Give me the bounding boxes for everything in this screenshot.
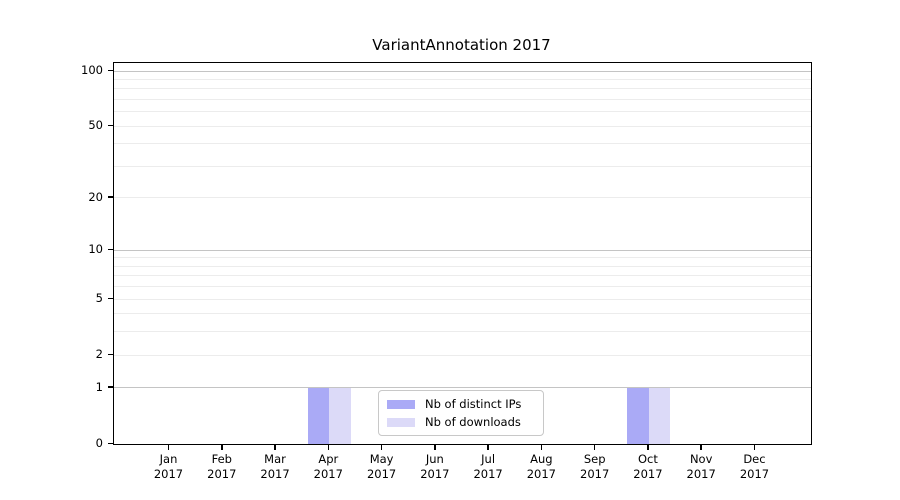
gridline-y-60 [114, 111, 811, 113]
x-tick-mark-may [380, 444, 383, 450]
x-tick-label-sep: Sep 2017 [580, 452, 610, 481]
gridline-y-1 [114, 387, 811, 389]
x-tick-label-dec: Dec 2017 [739, 452, 770, 481]
x-tick-label-jul: Jul 2017 [473, 452, 503, 481]
legend-label-downloads: Nb of downloads [425, 415, 521, 429]
bar-apr-downloads [329, 387, 351, 444]
y-tick-label-0: 0 [95, 436, 103, 450]
plot-area [113, 62, 812, 445]
legend-label-distinct-ips: Nb of distinct IPs [425, 397, 522, 411]
y-tick-mark-2 [108, 353, 113, 356]
legend: Nb of distinct IPs Nb of downloads [378, 390, 544, 436]
gridline-y-4 [114, 313, 811, 315]
gridline-y-80 [114, 88, 811, 90]
x-tick-mark-jun [434, 444, 436, 450]
x-tick-mark-feb [221, 444, 223, 450]
x-tick-label-apr: Apr 2017 [313, 452, 343, 481]
bar-apr-distinct-ips [307, 387, 330, 444]
y-tick-label-20: 20 [88, 189, 103, 204]
gridline-y-3 [114, 331, 811, 333]
legend-swatch-downloads [387, 417, 415, 427]
y-tick-label-2: 2 [95, 347, 103, 362]
gridline-y-7 [114, 275, 811, 277]
x-tick-mark-nov [700, 444, 702, 450]
x-tick-label-mar: Mar 2017 [260, 452, 290, 481]
bar-oct-downloads [648, 387, 671, 444]
y-tick-label-5: 5 [95, 291, 103, 306]
x-tick-label-jan: Jan 2017 [153, 452, 184, 481]
y-tick-mark-10 [108, 248, 113, 251]
gridline-y-70 [114, 98, 811, 100]
x-tick-label-aug: Aug 2017 [526, 452, 557, 481]
y-tick-mark-100 [108, 69, 113, 71]
gridline-y-40 [114, 143, 811, 145]
x-tick-mark-apr [327, 444, 330, 450]
legend-swatch-distinct-ips [387, 399, 415, 409]
x-tick-label-nov: Nov 2017 [686, 452, 716, 481]
y-tick-label-1: 1 [95, 379, 103, 394]
gridline-y-2 [114, 354, 811, 356]
y-tick-label-10: 10 [88, 242, 103, 257]
bar-oct-distinct-ips [627, 387, 649, 444]
x-tick-mark-dec [753, 444, 756, 450]
y-tick-mark-20 [108, 196, 113, 198]
gridline-y-10 [114, 249, 811, 251]
legend-row-distinct-ips: Nb of distinct IPs [387, 397, 535, 411]
chart-title: VariantAnnotation 2017 [372, 36, 551, 54]
x-tick-label-oct: Oct 2017 [633, 452, 663, 481]
y-tick-mark-5 [108, 297, 113, 300]
gridline-y-50 [114, 125, 811, 127]
legend-row-downloads: Nb of downloads [387, 415, 535, 429]
x-tick-mark-oct [647, 444, 649, 450]
y-tick-mark-1 [108, 386, 113, 388]
gridline-y-90 [114, 78, 811, 80]
y-tick-mark-50 [108, 124, 113, 127]
gridline-y-30 [114, 165, 811, 167]
y-tick-label-50: 50 [88, 118, 103, 133]
y-tick-mark-0 [108, 442, 113, 444]
x-tick-mark-mar [274, 444, 276, 450]
y-tick-label-100: 100 [81, 63, 103, 77]
gridline-y-100 [114, 70, 811, 72]
gridline-y-5 [114, 298, 811, 300]
x-tick-mark-sep [593, 444, 596, 450]
gridline-y-8 [114, 265, 811, 267]
gridline-y-20 [114, 197, 811, 199]
x-tick-label-feb: Feb 2017 [207, 452, 237, 481]
x-tick-mark-aug [540, 444, 543, 450]
x-tick-label-may: May 2017 [366, 452, 397, 481]
x-tick-mark-jan [167, 444, 170, 450]
x-tick-mark-jul [487, 444, 489, 450]
gridline-y-6 [114, 286, 811, 288]
x-tick-label-jun: Jun 2017 [420, 452, 450, 481]
gridline-y-9 [114, 257, 811, 259]
